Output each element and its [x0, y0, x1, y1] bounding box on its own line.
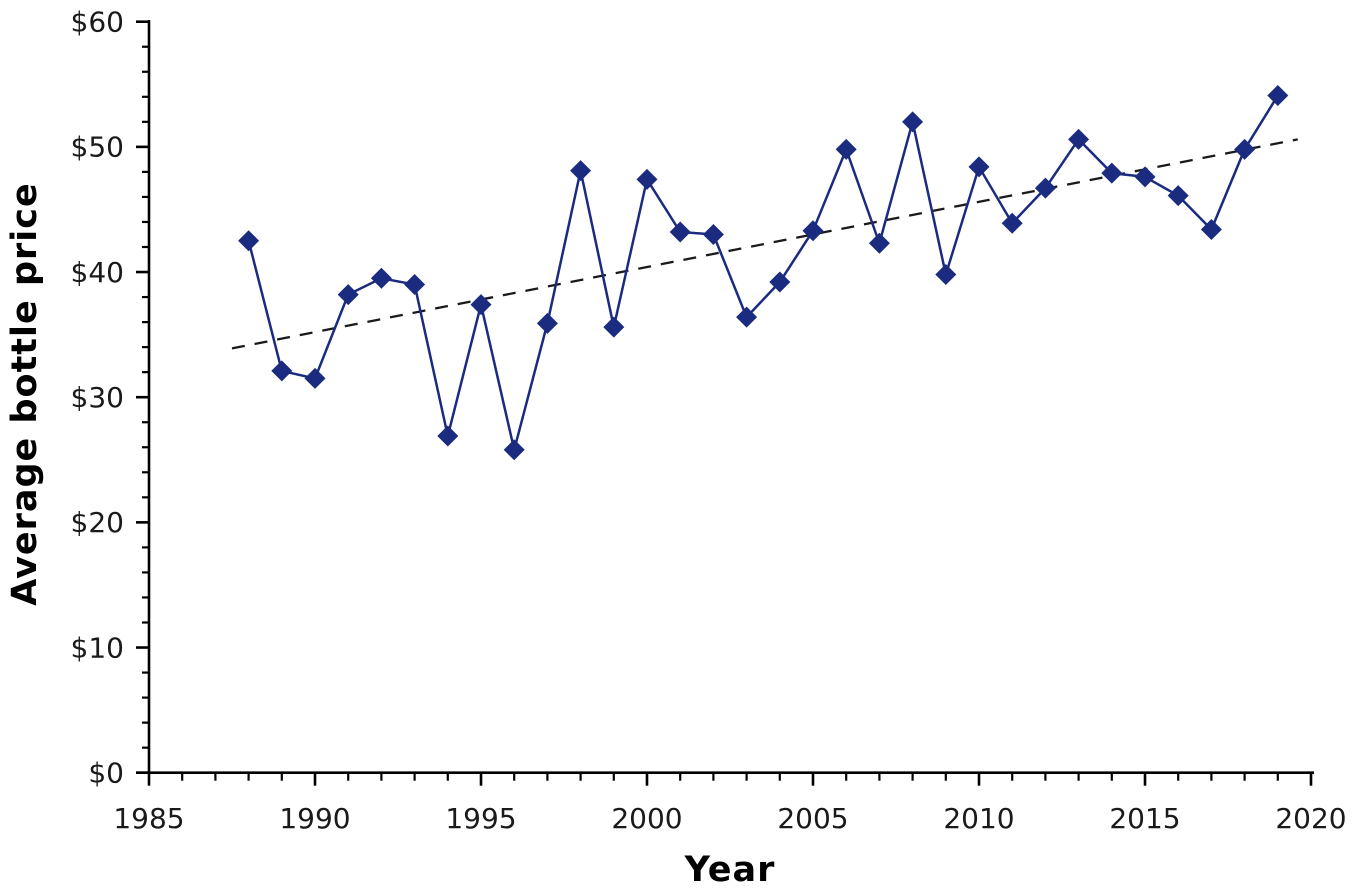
minor-ticks [142, 45, 1279, 781]
data-point-2005 [802, 220, 824, 242]
price-series-line [247, 94, 1279, 451]
major-ticks [136, 20, 1313, 786]
x-tick-label: 1990 [279, 802, 350, 835]
x-tick-label: 2010 [943, 802, 1014, 835]
data-point-2003 [736, 306, 758, 328]
data-point-2012 [1034, 177, 1056, 199]
data-point-1992 [370, 267, 392, 289]
data-point-1995 [470, 294, 492, 316]
y-tick-label: $0 [88, 757, 124, 790]
data-point-2006 [835, 138, 857, 160]
data-point-1988 [238, 230, 260, 252]
data-point-2019 [1267, 85, 1289, 107]
y-tick-label: $40 [71, 256, 124, 289]
data-point-2017 [1200, 218, 1222, 240]
y-tick-label: $50 [71, 131, 124, 164]
y-tick-label: $20 [71, 506, 124, 539]
y-tick-label: $60 [71, 6, 124, 39]
data-point-1994 [437, 425, 459, 447]
y-axis-title: Average bottle price [5, 182, 45, 606]
data-point-2000 [636, 168, 658, 190]
data-point-1996 [503, 439, 525, 461]
x-tick-label: 2005 [777, 802, 848, 835]
data-point-2002 [702, 223, 724, 245]
data-point-2004 [769, 271, 791, 293]
trendline-group [231, 138, 1298, 350]
data-point-1998 [570, 160, 592, 182]
data-point-1993 [404, 274, 426, 296]
tick-labels: $0 $10 $20 $30 $40 $50 $60 1985 1990 1995 2000 2005… [71, 6, 1347, 836]
data-point-2013 [1068, 128, 1090, 150]
y-tick-label: $10 [71, 631, 124, 664]
axes [136, 20, 1314, 775]
x-tick-label: 2015 [1109, 802, 1180, 835]
data-point-2001 [669, 221, 691, 243]
y-tick-label: $30 [71, 381, 124, 414]
data-point-2011 [1001, 212, 1023, 234]
data-point-2009 [935, 264, 957, 286]
data-point-1997 [536, 312, 558, 334]
data-point-2016 [1167, 185, 1189, 207]
x-tick-label: 1995 [445, 802, 516, 835]
data-point-1990 [304, 367, 326, 389]
data-point-1989 [271, 360, 293, 382]
x-tick-label: 2000 [611, 802, 682, 835]
x-tick-label: 1985 [113, 802, 184, 835]
trend-line [231, 138, 1298, 350]
series-group [238, 85, 1289, 461]
x-axis-title: Year [684, 850, 776, 890]
data-point-2010 [968, 156, 990, 178]
data-point-1999 [603, 316, 625, 338]
data-point-2008 [902, 111, 924, 133]
data-point-2018 [1234, 138, 1256, 160]
data-point-2014 [1101, 162, 1123, 184]
x-tick-label: 2020 [1275, 802, 1346, 835]
data-point-2015 [1134, 166, 1156, 188]
data-point-1991 [337, 284, 359, 306]
data-point-2007 [868, 232, 890, 254]
